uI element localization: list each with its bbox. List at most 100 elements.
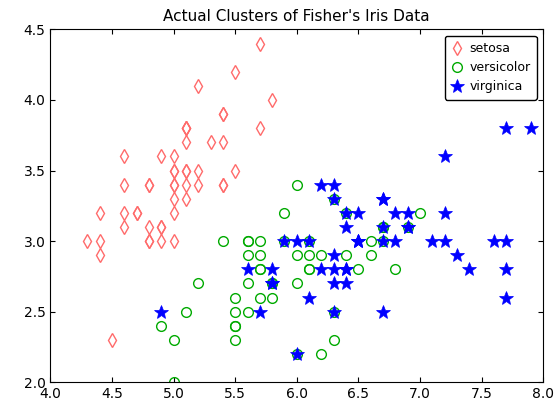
versicolor [380,224,386,229]
versicolor [367,239,374,244]
virginica [441,154,448,159]
versicolor [244,253,251,258]
versicolor [256,253,263,258]
versicolor [269,295,276,300]
setosa [269,97,276,102]
setosa [183,126,189,131]
setosa [232,69,239,74]
virginica [429,239,436,244]
virginica [269,267,276,272]
virginica [404,224,411,229]
setosa [195,83,202,88]
virginica [503,295,510,300]
virginica [404,210,411,215]
setosa [170,196,177,201]
virginica [256,309,263,314]
versicolor [232,323,239,328]
virginica [330,281,337,286]
setosa [256,41,263,46]
versicolor [158,323,165,328]
setosa [170,182,177,187]
setosa [195,182,202,187]
versicolor [269,281,276,286]
virginica [380,196,386,201]
virginica [355,210,362,215]
virginica [306,239,312,244]
setosa [146,182,152,187]
virginica [503,126,510,131]
versicolor [404,224,411,229]
setosa [183,140,189,145]
virginica [343,224,349,229]
setosa [158,224,165,229]
setosa [207,140,214,145]
versicolor [417,210,423,215]
virginica [330,182,337,187]
versicolor [355,267,362,272]
setosa [183,196,189,201]
versicolor [293,281,300,286]
virginica [330,267,337,272]
setosa [183,126,189,131]
versicolor [330,309,337,314]
versicolor [318,253,325,258]
setosa [170,168,177,173]
versicolor [343,210,349,215]
setosa [220,182,226,187]
setosa [170,182,177,187]
setosa [146,224,152,229]
virginica [392,239,399,244]
setosa [146,239,152,244]
setosa [220,140,226,145]
virginica [441,210,448,215]
virginica [330,196,337,201]
setosa [121,182,128,187]
versicolor [293,352,300,357]
setosa [121,154,128,159]
setosa [158,154,165,159]
versicolor [306,253,312,258]
virginica [318,182,325,187]
setosa [121,210,128,215]
setosa [220,182,226,187]
setosa [256,126,263,131]
versicolor [195,281,202,286]
virginica [380,239,386,244]
setosa [121,224,128,229]
virginica [355,239,362,244]
setosa [183,168,189,173]
versicolor [170,337,177,342]
setosa [183,126,189,131]
virginica [355,239,362,244]
virginica [466,267,473,272]
setosa [170,239,177,244]
virginica [330,253,337,258]
virginica [454,253,460,258]
setosa [96,239,103,244]
versicolor [183,309,189,314]
versicolor [306,267,312,272]
versicolor [232,295,239,300]
versicolor [293,253,300,258]
virginica [404,224,411,229]
versicolor [256,239,263,244]
setosa [133,210,140,215]
virginica [503,267,510,272]
setosa [220,112,226,117]
setosa [195,168,202,173]
setosa [96,210,103,215]
versicolor [367,253,374,258]
versicolor [244,309,251,314]
setosa [220,112,226,117]
virginica [528,126,534,131]
virginica [491,239,497,244]
versicolor [318,352,325,357]
versicolor [256,267,263,272]
virginica [269,281,276,286]
virginica [441,239,448,244]
Line: versicolor: versicolor [156,180,425,387]
virginica [503,239,510,244]
virginica [318,267,325,272]
versicolor [306,267,312,272]
setosa [170,210,177,215]
